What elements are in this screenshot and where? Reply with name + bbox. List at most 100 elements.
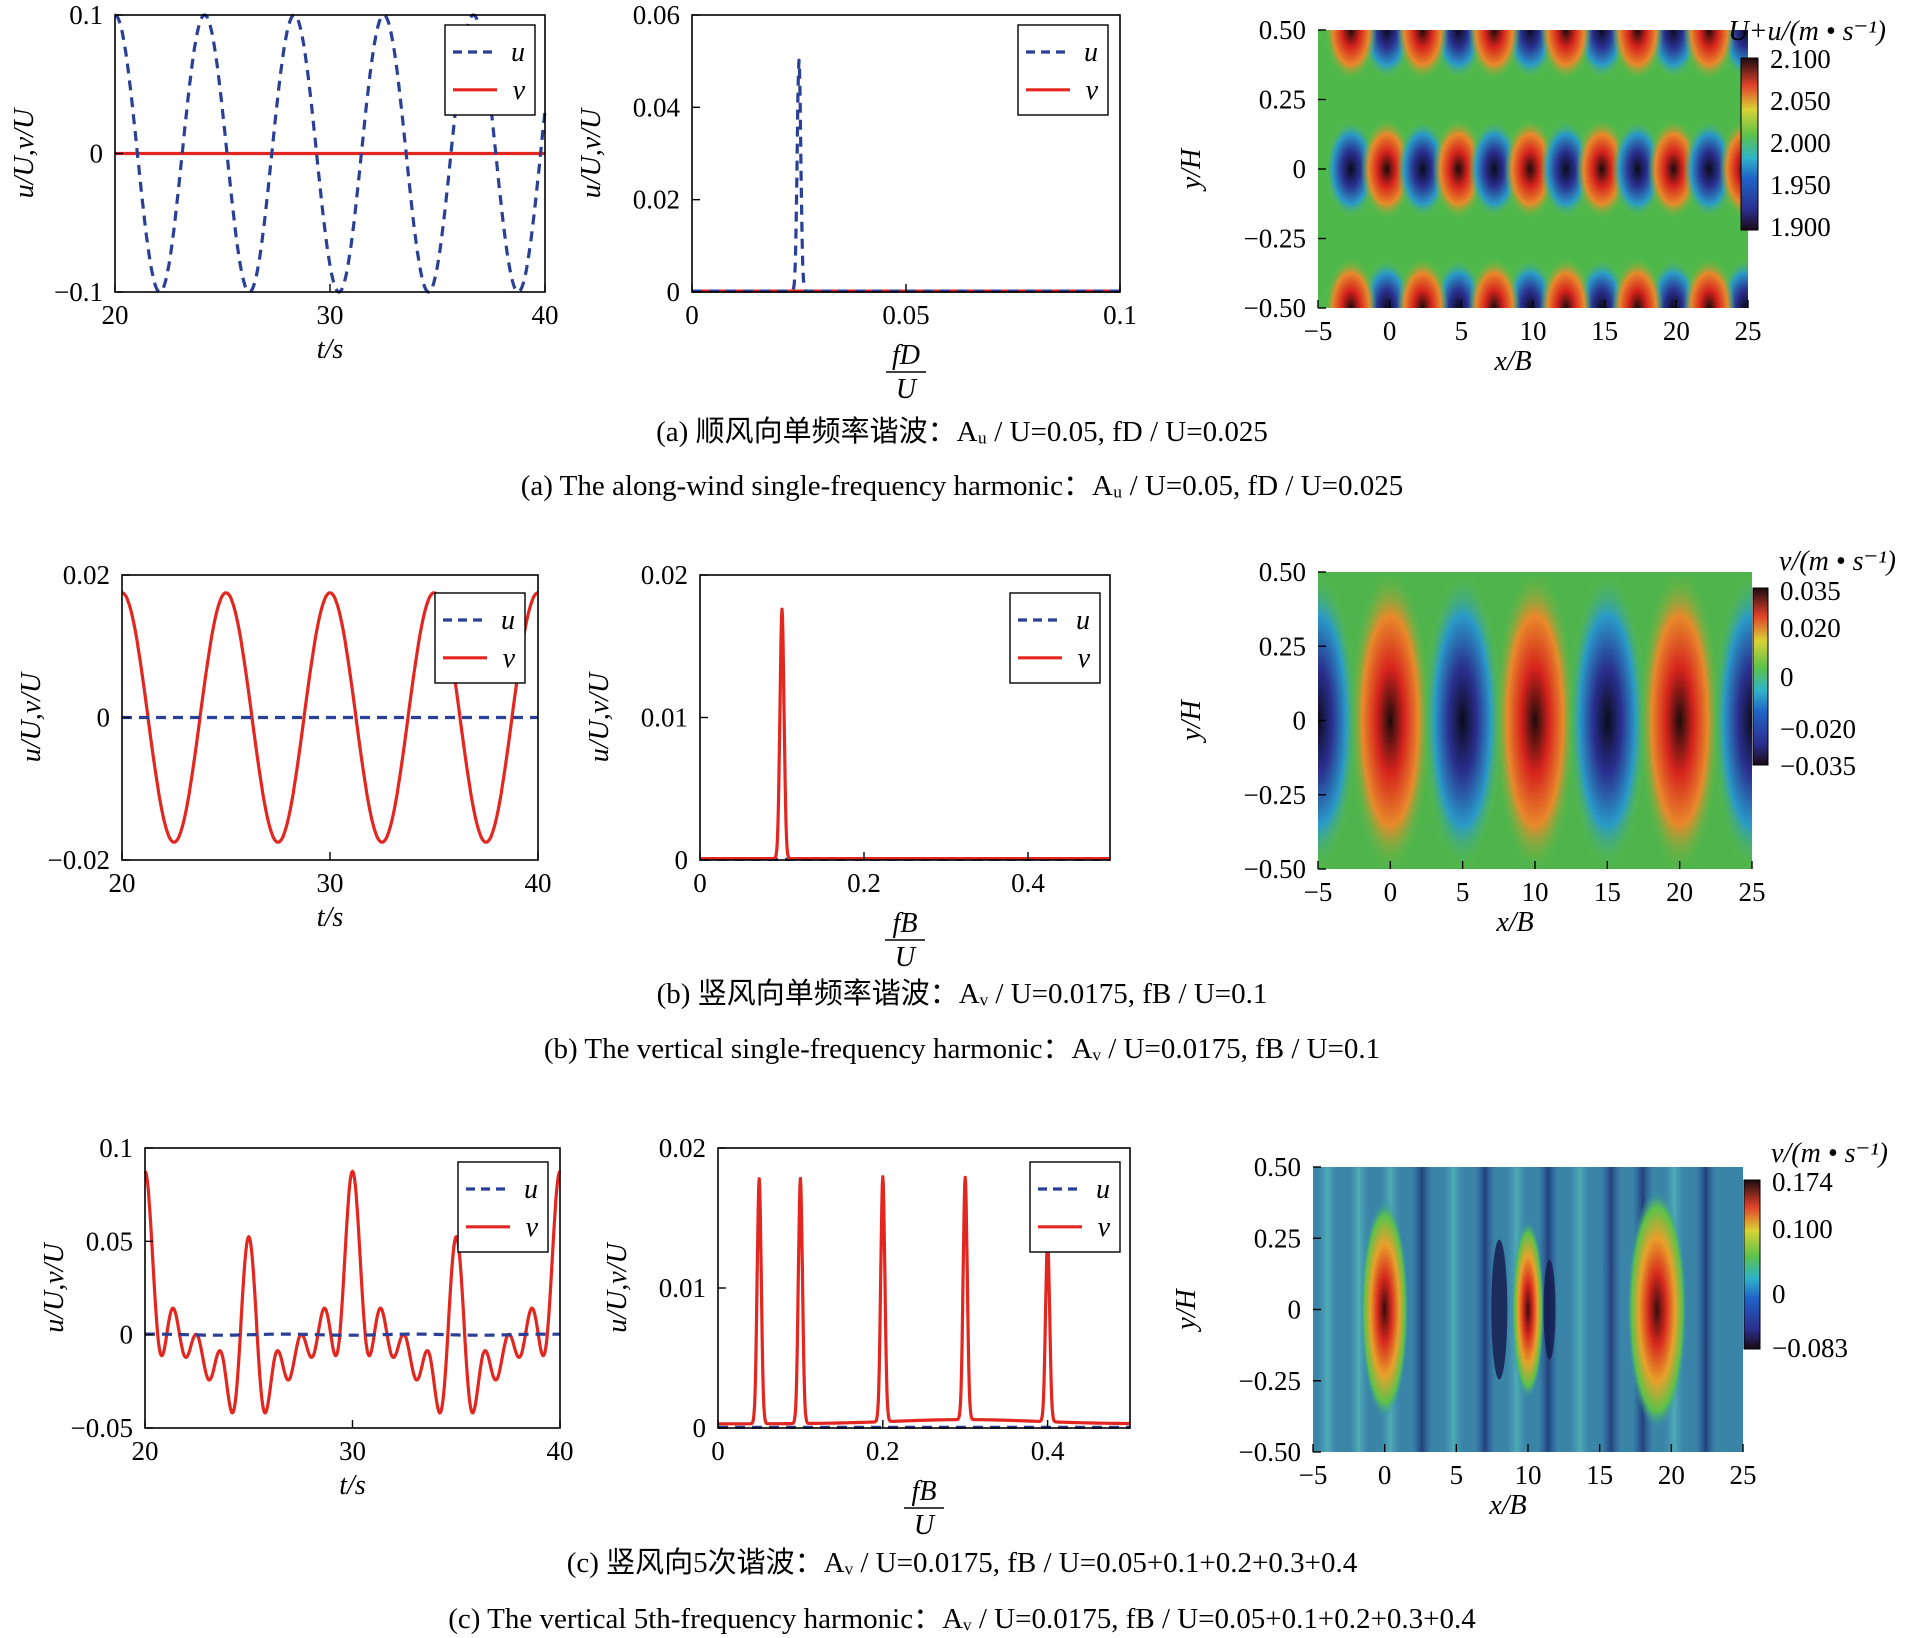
time-plot-a: 20 30 40 −0.1 0 0.1 t/s u/U,v/U uv [9,0,559,365]
contour-high-cell [1611,258,1664,308]
contour-ytick-label: 0.25 [1259,631,1306,661]
contour-high-cell [1627,1189,1687,1430]
contour-high-cell [1396,258,1449,308]
time-ytick-label: 0 [97,703,111,733]
time-legend-u-label: u [524,1174,538,1205]
spec-xtick-label: 0.05 [882,300,929,330]
time-xtick-label: 30 [317,868,344,898]
time-plot-c: 20 30 40 −0.05 0 0.05 0.1 t/s u/U,v/U uv [39,1133,574,1501]
colorbar-tick-label: 2.050 [1770,86,1831,116]
contour-low-cell [1611,119,1664,219]
spec-ytick-label: 0.04 [633,92,681,122]
contour-low-cell [1422,572,1503,869]
colorbar-tick-label: 0.035 [1780,576,1841,606]
contour-xtick-label: 15 [1591,316,1618,346]
contour-low-cell [1318,572,1358,869]
contour-xtick-label: 5 [1456,877,1470,907]
contour-high-cell [1575,119,1628,219]
contour-ytick-label: −0.50 [1244,293,1306,323]
contour-high-cell [1468,258,1521,308]
spec-legend-box [1009,592,1101,684]
time-legend-v-label: v [513,75,526,106]
time-ytick-label: −0.05 [71,1413,133,1443]
spec-xtick-label: 0.4 [1011,868,1045,898]
spec-legend-u-label: u [1084,37,1098,68]
time-legend-box [457,1161,549,1253]
contour-xtick-label: 20 [1658,1460,1685,1490]
contour-high-cell [1360,1199,1409,1420]
caption-c-cn: (c) 竖风向5次谐波：Aᵥ / U=0.0175, fB / U=0.05+0… [567,1546,1358,1579]
contour-ytick-label: 0.50 [1259,15,1306,45]
contour-xtick-label: 0 [1383,316,1397,346]
series-v-line [121,591,539,844]
time-xlabel: t/s [339,1470,366,1501]
contour-xtick-label: 15 [1586,1460,1613,1490]
colorbar-title: v/(m • s⁻¹) [1779,546,1896,577]
contour-xtick-label: 5 [1450,1460,1464,1490]
contour-high-cell [1683,258,1736,308]
spectrum-ylabel: u/U,v/U [576,107,607,198]
contour-high-cell [1324,258,1377,308]
colorbar [1740,57,1759,231]
colorbar-tick-label: 1.900 [1770,212,1831,242]
spec-ytick-label: 0.01 [659,1273,706,1303]
series-u-spectrum [690,58,1122,293]
contour-low-cell [1396,119,1449,219]
spectrum-xlabel-numerator: fB [912,1476,937,1507]
contour-high-cell [1504,119,1557,219]
time-xtick-label: 20 [102,300,129,330]
contour-band [1569,1167,1590,1452]
contour-band [1348,1167,1369,1452]
spec-ytick-label: 0 [667,277,681,307]
contour-ytick-label: 0.50 [1259,557,1306,587]
contour-low-cell [1683,119,1736,219]
spectrum-xlabel-denominator: U [895,942,917,973]
contour-low-cell [1468,119,1521,219]
contour-ytick-label: −0.50 [1244,854,1306,884]
colorbar-tick-label: 2.100 [1770,44,1831,74]
contour-band [1443,1167,1464,1452]
contour-xlabel: x/B [1493,346,1531,377]
colorbar-tick-label: 0 [1780,662,1794,692]
contour-high-cell [1468,30,1521,80]
spec-ytick-label: 0.02 [659,1133,706,1163]
series-v-spectrum [716,1175,1132,1426]
time-xlabel: t/s [317,902,344,933]
contour-xtick-label: 10 [1520,316,1547,346]
time-legend-box [444,24,536,116]
contour-xtick-label: −5 [1304,316,1333,346]
contour-high-cell [1396,30,1449,80]
spec-legend-v-label: v [1078,643,1091,674]
contour-ytick-label: 0 [1293,706,1307,736]
colorbar-tick-label: 0 [1772,1279,1786,1309]
contour-high-cell [1647,119,1700,219]
contour-xtick-label: 0 [1378,1460,1392,1490]
contour-low-cell [1491,1239,1508,1380]
contour-high-cell [1324,30,1377,80]
colorbar-tick-label: 2.000 [1770,128,1831,158]
colorbar-tick-label: −0.083 [1772,1333,1848,1363]
time-ytick-label: 0.1 [69,0,103,30]
contour-ylabel: y/H [1171,1288,1202,1333]
time-ytick-label: −0.1 [54,277,103,307]
contour-high-cell [1639,572,1720,869]
contour-xtick-label: 25 [1730,1460,1757,1490]
time-xtick-label: 40 [547,1436,574,1466]
contour-band [1601,1167,1622,1452]
contour-high-cell [1539,258,1592,308]
contour-xlabel: x/B [1488,1490,1526,1521]
contour-xtick-label: 25 [1739,877,1766,907]
spec-xtick-label: 0 [711,1436,725,1466]
spec-xtick-label: 0.2 [847,868,881,898]
contour-xtick-label: 10 [1522,877,1549,907]
colorbar-tick-label: 0.020 [1780,613,1841,643]
spectrum-xlabel-numerator: fD [892,340,920,371]
spec-ytick-label: 0 [693,1413,707,1443]
contour-plot-b: −5 0 5 10 15 20 25 −0.50 −0.25 0 0.25 0.50 x/B y/H 0.0… [1176,546,1896,938]
spec-ytick-label: 0.02 [633,185,680,215]
time-xtick-label: 20 [109,868,136,898]
contour-band [1317,1167,1338,1452]
